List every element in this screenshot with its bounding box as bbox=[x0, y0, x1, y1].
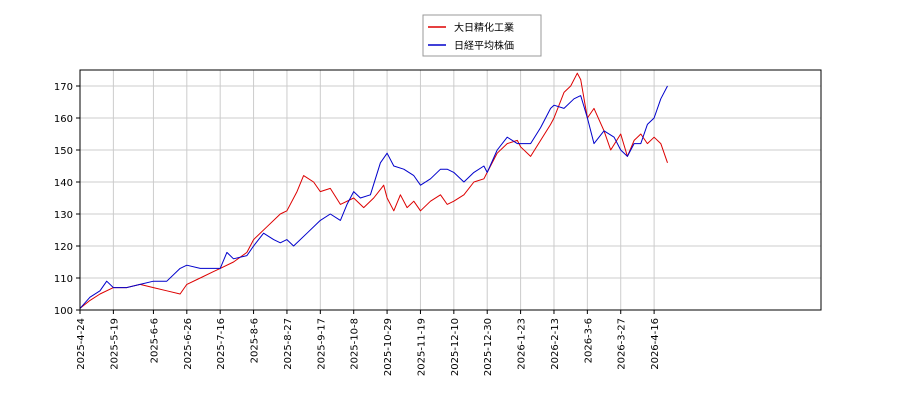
y-tick-label: 110 bbox=[54, 274, 73, 285]
y-tick-label: 100 bbox=[54, 306, 73, 317]
x-tick-label: 2025-12-10 bbox=[450, 318, 461, 376]
y-tick-label: 120 bbox=[54, 242, 73, 253]
x-tick-label: 2025-6-6 bbox=[149, 318, 160, 363]
x-tick-label: 2026-1-23 bbox=[517, 318, 528, 370]
x-tick-label: 2026-3-6 bbox=[583, 318, 594, 363]
x-tick-label: 2025-9-17 bbox=[316, 318, 327, 370]
x-axis: 2025-4-24 2025-5-19 2025-6-6 2025-6-26 2025-… bbox=[76, 310, 661, 376]
x-tick-label: 2025-6-26 bbox=[183, 318, 194, 370]
y-tick-label: 160 bbox=[54, 114, 73, 125]
x-tick-label: 2025-12-30 bbox=[483, 318, 494, 376]
y-tick-label: 150 bbox=[54, 146, 73, 157]
legend: 大日精化工業 日経平均株価 bbox=[422, 14, 542, 57]
x-tick-label: 2026-2-13 bbox=[550, 318, 561, 370]
x-tick-label: 2025-10-8 bbox=[350, 318, 361, 370]
series-layer bbox=[79, 72, 668, 309]
series-line-1 bbox=[79, 85, 668, 309]
series-line-0 bbox=[79, 72, 668, 309]
plot-frame bbox=[79, 69, 822, 311]
x-tick-label: 2025-5-19 bbox=[109, 318, 120, 370]
y-tick-label: 130 bbox=[54, 210, 73, 221]
x-tick-label: 2025-11-19 bbox=[416, 318, 427, 376]
x-tick-label: 2026-4-16 bbox=[650, 318, 661, 370]
x-tick-label: 2026-3-27 bbox=[617, 318, 628, 370]
x-tick-label: 2025-8-27 bbox=[283, 318, 294, 370]
legend-label-nikkei: 日経平均株価 bbox=[454, 39, 514, 52]
x-tick-label: 2025-8-6 bbox=[250, 318, 261, 363]
legend-box bbox=[422, 14, 542, 57]
legend-label-dainichiseika: 大日精化工業 bbox=[454, 21, 514, 34]
y-axis: 100 110 120 130 140 150 160 170 bbox=[54, 82, 80, 317]
x-tick-label: 2025-4-24 bbox=[76, 318, 87, 370]
x-tick-label: 2025-7-16 bbox=[216, 318, 227, 370]
y-tick-label: 140 bbox=[54, 178, 73, 189]
grid-layer bbox=[79, 70, 821, 311]
y-tick-label: 170 bbox=[54, 82, 73, 93]
x-tick-label: 2025-10-29 bbox=[383, 318, 394, 376]
